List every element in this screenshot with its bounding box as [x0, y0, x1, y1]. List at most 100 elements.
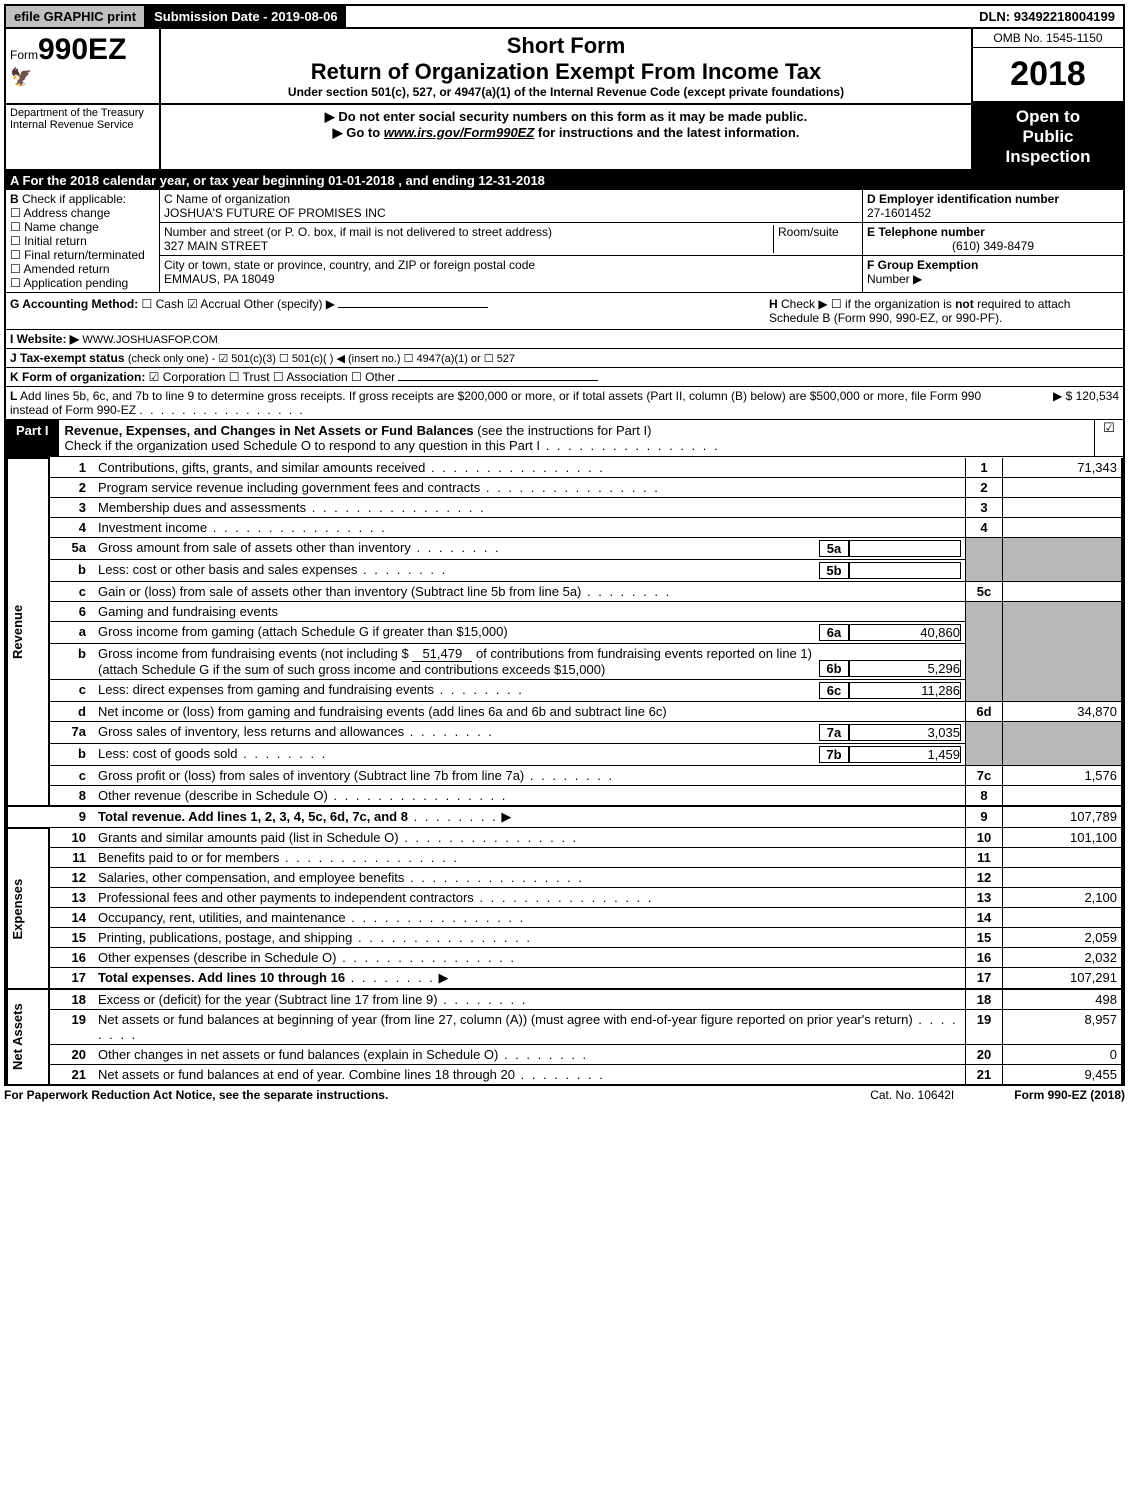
- l19-value: 8,957: [1003, 1010, 1123, 1045]
- ln-7c: c: [49, 766, 94, 786]
- ln-11: 11: [49, 848, 94, 868]
- cb-initial-return[interactable]: ☐ Initial return: [10, 234, 155, 248]
- l6c-desc: Less: direct expenses from gaming and fu…: [94, 680, 966, 702]
- j-text[interactable]: (check only one) - ☑ 501(c)(3) ☐ 501(c)(…: [128, 353, 515, 365]
- sublabel-5b: 5b: [819, 562, 849, 579]
- ln-4: 4: [49, 518, 94, 538]
- form-title-short: Short Form: [165, 33, 967, 59]
- cb-application-pending[interactable]: ☐ Application pending: [10, 276, 155, 290]
- l7a-value: 3,035: [849, 724, 961, 741]
- shade-6-v: [1003, 602, 1123, 702]
- section-c: C Name of organization JOSHUA'S FUTURE O…: [159, 190, 862, 292]
- cb-name-change[interactable]: ☐ Name change: [10, 220, 155, 234]
- l17-desc: Total expenses. Add lines 10 through 16 …: [94, 968, 966, 990]
- table-row: 6 Gaming and fundraising events: [7, 602, 1122, 622]
- k-text[interactable]: ☑ Corporation ☐ Trust ☐ Association ☐ Ot…: [149, 370, 395, 384]
- section-h: H Check ▶ ☐ if the organization is not r…: [769, 297, 1119, 325]
- form-header-right: OMB No. 1545-1150 2018: [971, 29, 1123, 103]
- l21-value: 9,455: [1003, 1065, 1123, 1086]
- g-cash[interactable]: Cash: [156, 297, 184, 311]
- h-check[interactable]: Check ▶ ☐ if the organization is: [781, 297, 955, 311]
- ln-col-12: 12: [966, 868, 1003, 888]
- l13-value: 2,100: [1003, 888, 1123, 908]
- l11-desc: Benefits paid to or for members: [94, 848, 966, 868]
- l7b-value: 1,459: [849, 746, 961, 763]
- part-1-label: Part I: [6, 420, 59, 456]
- sublabel-6a: 6a: [819, 624, 849, 641]
- sublabel-7a: 7a: [819, 724, 849, 741]
- table-row: b Less: cost or other basis and sales ex…: [7, 560, 1122, 582]
- l15-desc: Printing, publications, postage, and shi…: [94, 928, 966, 948]
- l16-value: 2,032: [1003, 948, 1123, 968]
- cb-amended-return[interactable]: ☐ Amended return: [10, 262, 155, 276]
- l9-desc: Total revenue. Add lines 1, 2, 3, 4, 5c,…: [94, 806, 966, 828]
- info-block: A For the 2018 calendar year, or tax yea…: [4, 171, 1125, 1086]
- side-label-expenses: Expenses: [7, 828, 49, 990]
- table-row: 4 Investment income 4: [7, 518, 1122, 538]
- l19-desc: Net assets or fund balances at beginning…: [94, 1010, 966, 1045]
- shade-7ab-v: [1003, 722, 1123, 766]
- part-1-title: Revenue, Expenses, and Changes in Net As…: [59, 420, 1094, 456]
- g-other-input[interactable]: [338, 307, 488, 308]
- ein-value: 27-1601452: [867, 206, 931, 220]
- irs-link[interactable]: www.irs.gov/Form990EZ: [384, 125, 535, 140]
- efile-button[interactable]: efile GRAPHIC print: [6, 6, 146, 27]
- footer-cat: Cat. No. 10642I: [870, 1088, 954, 1102]
- table-row: c Gain or (loss) from sale of assets oth…: [7, 582, 1122, 602]
- shade-5ab: [966, 538, 1003, 582]
- city-label: City or town, state or province, country…: [164, 258, 535, 272]
- phone-value: (610) 349-8479: [867, 239, 1119, 253]
- g-other[interactable]: Other (specify) ▶: [244, 297, 335, 311]
- ln-17: 17: [49, 968, 94, 990]
- l7a-desc: Gross sales of inventory, less returns a…: [94, 722, 966, 744]
- footer-notice: For Paperwork Reduction Act Notice, see …: [4, 1088, 870, 1102]
- org-name: JOSHUA'S FUTURE OF PROMISES INC: [164, 206, 386, 220]
- table-row: 7a Gross sales of inventory, less return…: [7, 722, 1122, 744]
- part-1-checkbox[interactable]: ☑: [1094, 420, 1123, 456]
- ln-col-18: 18: [966, 989, 1003, 1010]
- b-letter: B: [10, 192, 19, 206]
- l7c-value: 1,576: [1003, 766, 1123, 786]
- form-header-left: Form990EZ 🦅: [6, 29, 161, 103]
- table-row: Revenue 1 Contributions, gifts, grants, …: [7, 458, 1122, 478]
- l6a-value: 40,860: [849, 624, 961, 641]
- cb-final-return[interactable]: ☐ Final return/terminated: [10, 248, 155, 262]
- tax-year: 2018: [973, 48, 1123, 103]
- l14-desc: Occupancy, rent, utilities, and maintena…: [94, 908, 966, 928]
- org-city: EMMAUS, PA 18049: [164, 272, 275, 286]
- table-row: a Gross income from gaming (attach Sched…: [7, 622, 1122, 644]
- k-other-input[interactable]: [398, 380, 598, 381]
- l7c-desc: Gross profit or (loss) from sales of inv…: [94, 766, 966, 786]
- ln-6b: b: [49, 644, 94, 680]
- section-j: J Tax-exempt status (check only one) - ☑…: [6, 349, 1123, 368]
- l8-desc: Other revenue (describe in Schedule O): [94, 786, 966, 807]
- top-spacer: [347, 6, 971, 27]
- ln-10: 10: [49, 828, 94, 848]
- g-accrual[interactable]: Accrual: [200, 297, 240, 311]
- table-row: 15 Printing, publications, postage, and …: [7, 928, 1122, 948]
- section-k: K Form of organization: ☑ Corporation ☐ …: [6, 368, 1123, 387]
- l3-value: [1003, 498, 1123, 518]
- cb-address-change[interactable]: ☐ Address change: [10, 206, 155, 220]
- sublabel-5a: 5a: [819, 540, 849, 557]
- h-bold: not: [955, 297, 974, 311]
- table-row: 13 Professional fees and other payments …: [7, 888, 1122, 908]
- l6-desc: Gaming and fundraising events: [94, 602, 966, 622]
- ln-col-19: 19: [966, 1010, 1003, 1045]
- ln-12: 12: [49, 868, 94, 888]
- l20-desc: Other changes in net assets or fund bala…: [94, 1045, 966, 1065]
- ln-5b: b: [49, 560, 94, 582]
- ln-9: 9: [49, 806, 94, 828]
- side-spacer: [7, 806, 49, 828]
- table-row: b Gross income from fundraising events (…: [7, 644, 1122, 680]
- table-row: 12 Salaries, other compensation, and emp…: [7, 868, 1122, 888]
- website-value[interactable]: WWW.JOSHUASFOP.COM: [82, 334, 217, 346]
- sublabel-6b: 6b: [819, 660, 849, 677]
- l2-desc: Program service revenue including govern…: [94, 478, 966, 498]
- l17-value: 107,291: [1003, 968, 1123, 990]
- ln-20: 20: [49, 1045, 94, 1065]
- l5a-desc: Gross amount from sale of assets other t…: [94, 538, 966, 560]
- inspect-2: Public: [975, 127, 1121, 147]
- part-1-check: Check if the organization used Schedule …: [65, 438, 720, 453]
- l7b-desc: Less: cost of goods sold 7b 1,459: [94, 744, 966, 766]
